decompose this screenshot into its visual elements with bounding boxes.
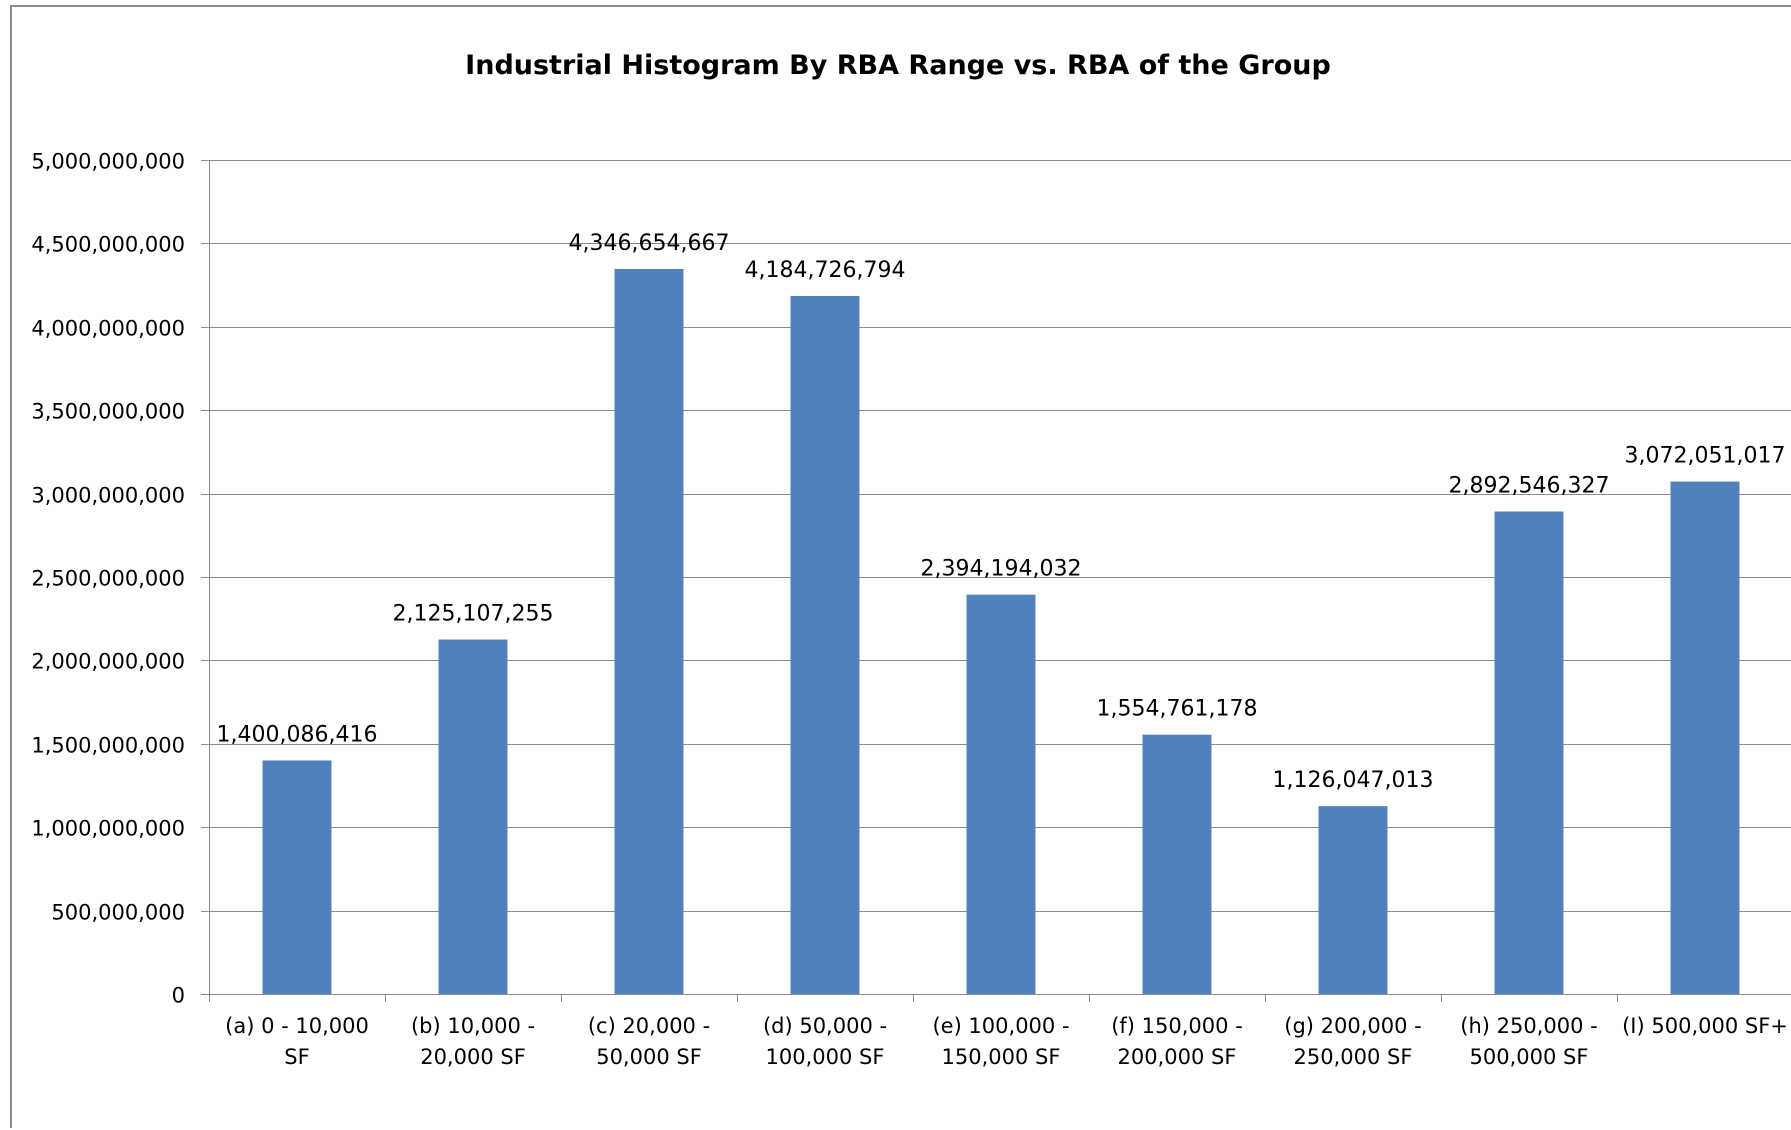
y-tick-label: 0 (172, 984, 185, 1008)
bar (614, 268, 684, 994)
bar (438, 639, 508, 994)
data-label: 1,400,086,416 (217, 722, 378, 747)
x-axis-ticks: (a) 0 - 10,000 SF (b) 10,000 - 20,000 SF (c)… (225, 1014, 1788, 1069)
bar (1318, 806, 1388, 994)
chart-frame: Industrial Histogram By RBA Range vs. RB… (10, 5, 1791, 1128)
data-label: 2,394,194,032 (921, 557, 1082, 582)
x-tick-label: (f) 150,000 - (1111, 1014, 1243, 1038)
x-tick-label: (g) 200,000 - (1284, 1014, 1421, 1038)
chart-title: Industrial Histogram By RBA Range vs. RB… (465, 50, 1331, 81)
axes (201, 160, 1791, 1002)
x-tick-label: 50,000 SF (596, 1045, 702, 1069)
x-tick-label: (I) 500,000 SF+ (1622, 1014, 1788, 1038)
bar (790, 295, 860, 995)
x-tick-label: 200,000 SF (1118, 1045, 1237, 1069)
x-tick-label: 150,000 SF (942, 1045, 1061, 1069)
data-label: 4,346,654,667 (569, 231, 730, 256)
bar (262, 760, 332, 994)
y-tick-label: 2,000,000,000 (31, 650, 185, 674)
x-tick-label: 250,000 SF (1294, 1045, 1413, 1069)
y-tick-label: 1,000,000,000 (31, 817, 185, 841)
y-tick-label: 3,000,000,000 (31, 484, 185, 508)
y-tick-label: 5,000,000,000 (31, 150, 185, 174)
bar (1670, 481, 1740, 994)
y-axis-ticks: 0 500,000,000 1,000,000,000 1,500,000,000 2,… (31, 150, 185, 1008)
bar (1142, 734, 1212, 994)
y-tick-label: 500,000,000 (51, 901, 185, 925)
data-label: 2,892,546,327 (1449, 474, 1610, 499)
data-label: 1,126,047,013 (1273, 768, 1434, 793)
y-tick-label: 4,000,000,000 (31, 317, 185, 341)
x-tick-label: (c) 20,000 - (588, 1014, 710, 1038)
y-tick-label: 2,500,000,000 (31, 567, 185, 591)
x-tick-label: 500,000 SF (1470, 1045, 1589, 1069)
data-label: 3,072,051,017 (1625, 444, 1786, 469)
data-label: 1,554,761,178 (1097, 697, 1258, 722)
y-tick-label: 1,500,000,000 (31, 734, 185, 758)
bar (1494, 511, 1564, 994)
data-label: 2,125,107,255 (393, 602, 554, 627)
x-tick-label: (b) 10,000 - (411, 1014, 535, 1038)
x-tick-label: SF (284, 1045, 309, 1069)
x-tick-label: (a) 0 - 10,000 (225, 1014, 369, 1038)
bar (966, 594, 1036, 994)
bar-chart: Industrial Histogram By RBA Range vs. RB… (31, 50, 1791, 1069)
x-tick-label: (d) 50,000 - (763, 1014, 887, 1038)
x-tick-label: (e) 100,000 - (932, 1014, 1069, 1038)
data-label: 4,184,726,794 (745, 258, 906, 283)
x-tick-label: 20,000 SF (420, 1045, 526, 1069)
x-tick-label: (h) 250,000 - (1460, 1014, 1597, 1038)
y-tick-label: 4,500,000,000 (31, 233, 185, 257)
y-tick-label: 3,500,000,000 (31, 400, 185, 424)
bars (262, 268, 1740, 995)
x-tick-label: 100,000 SF (766, 1045, 885, 1069)
data-labels: 1,400,086,416 2,125,107,255 4,346,654,667 4… (217, 231, 1786, 793)
